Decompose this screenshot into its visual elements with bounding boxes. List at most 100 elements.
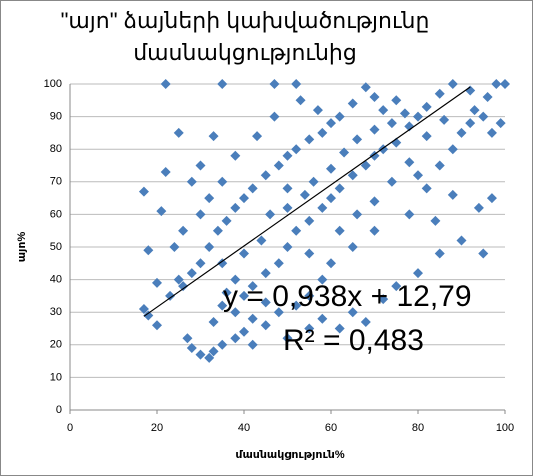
point [360,316,371,327]
point [208,346,219,357]
x-tick-label: 100 [496,422,514,434]
point [404,121,415,132]
point [413,170,423,181]
trendline [143,86,471,317]
x-tick-label: 0 [67,422,73,434]
point [486,127,497,138]
point [156,206,167,217]
point [456,127,467,138]
y-tick-label: 40 [50,274,62,286]
y-tick-label: 30 [50,306,62,318]
point [260,268,271,279]
point [334,225,345,236]
point [334,183,345,194]
point [447,189,458,200]
point [178,281,189,292]
x-axis-label: մասնակցություն% [235,449,344,461]
point [138,303,149,314]
y-tick-label: 0 [56,404,62,416]
point [369,150,380,161]
point [469,105,480,116]
point [217,79,228,89]
point [304,323,315,334]
point [230,274,241,285]
point [260,297,271,308]
point [404,209,415,220]
point [295,95,306,106]
point [182,333,193,344]
point [212,225,223,236]
point [326,163,336,174]
point [326,193,336,204]
point [208,316,219,327]
point [465,118,476,129]
point [230,150,241,161]
point [252,131,263,142]
x-tick-label: 80 [412,422,424,434]
point [360,82,371,93]
point [386,118,397,129]
point [299,189,310,200]
point [304,290,315,301]
point [434,160,445,171]
point [482,92,493,103]
point [186,343,197,354]
point [473,202,484,213]
point [247,281,258,292]
equation-label: y = 0,938x + 12,79 [223,280,472,313]
point [143,245,154,256]
point [486,193,497,204]
point [282,202,293,213]
point [339,147,350,158]
point [430,215,441,226]
point [217,258,228,269]
point [495,118,506,129]
point [256,235,267,246]
y-tick-label: 60 [50,208,62,220]
point [334,111,345,122]
point [178,225,189,236]
point [304,215,315,226]
point [386,176,397,187]
point [204,193,215,204]
point [204,352,215,363]
point [239,248,249,259]
point [317,127,328,138]
point [439,114,450,125]
point [291,300,302,311]
point [282,333,293,344]
point [160,167,171,178]
point [434,248,445,259]
point [347,170,358,181]
point [347,242,358,252]
point [247,313,258,324]
point [447,79,458,89]
point [152,320,162,331]
point [273,258,284,269]
point [308,176,319,187]
point [282,183,293,194]
point [195,209,206,220]
point [239,326,249,337]
point [378,294,389,305]
point [239,290,249,301]
x-tick-label: 60 [325,422,337,434]
point [152,277,162,288]
r-squared-label: R² = 0,483 [283,324,424,357]
y-tick-label: 50 [50,241,62,253]
point [239,193,249,204]
point [478,111,489,122]
point [204,242,215,252]
point [347,98,358,109]
point [247,339,258,350]
point [447,144,458,155]
y-tick-label: 80 [50,143,62,155]
point [230,333,241,344]
point [421,101,432,112]
point [326,118,336,129]
point [169,242,180,252]
point [369,225,380,236]
point [326,258,336,269]
